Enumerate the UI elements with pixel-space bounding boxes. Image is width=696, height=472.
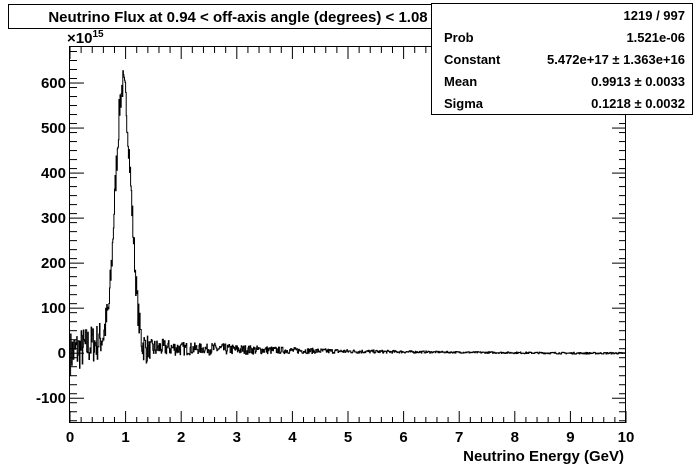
x-tick-label: 3 <box>233 429 241 446</box>
stats-value: 0.1218 ± 0.0032 <box>591 96 685 111</box>
flux-series-line <box>70 70 626 377</box>
y-tick-label: 200 <box>41 255 66 272</box>
x-axis-label: Neutrino Energy (GeV) <box>463 448 624 465</box>
stats-label: Mean <box>444 74 477 89</box>
x-tick-label: 10 <box>618 429 635 446</box>
x-tick-label: 9 <box>566 429 574 446</box>
x-tick-labels: 0 1 2 3 4 5 6 7 8 9 10 <box>66 429 635 446</box>
y-tick-label: 500 <box>41 120 66 137</box>
y-tick-label: 400 <box>41 165 66 182</box>
x-tick-label: 1 <box>121 429 129 446</box>
y-exponent-label: ×1015 <box>67 29 104 47</box>
x-tick-label: 2 <box>177 429 185 446</box>
x-tick-label: 7 <box>455 429 463 446</box>
y-tick-label: 300 <box>41 210 66 227</box>
stats-label: Prob <box>444 30 474 45</box>
x-tick-label: 6 <box>399 429 407 446</box>
stats-label: Sigma <box>444 96 484 111</box>
title-box <box>8 4 469 29</box>
x-tick-label: 5 <box>344 429 352 446</box>
stats-value: 1219 / 997 <box>624 8 685 23</box>
chart-title: Neutrino Flux at 0.94 < off-axis angle (… <box>48 9 427 26</box>
stats-value: 1.521e-06 <box>626 30 685 45</box>
stats-box: 1219 / 997 Prob 1.521e-06 Constant 5.472e+17… <box>431 3 693 115</box>
y-tick-label: 0 <box>58 345 66 362</box>
x-tick-label: 0 <box>66 429 74 446</box>
x-tick-label: 4 <box>288 429 297 446</box>
y-tick-label: -100 <box>36 390 66 407</box>
y-tick-labels: -100 0 100 200 300 400 500 600 <box>36 75 66 407</box>
stats-value: 0.9913 ± 0.0033 <box>591 74 685 89</box>
y-tick-label: 600 <box>41 75 66 92</box>
stats-label: Constant <box>444 52 501 67</box>
y-tick-label: 100 <box>41 300 66 317</box>
x-tick-label: 8 <box>511 429 519 446</box>
stats-value: 5.472e+17 ± 1.363e+16 <box>547 52 685 67</box>
